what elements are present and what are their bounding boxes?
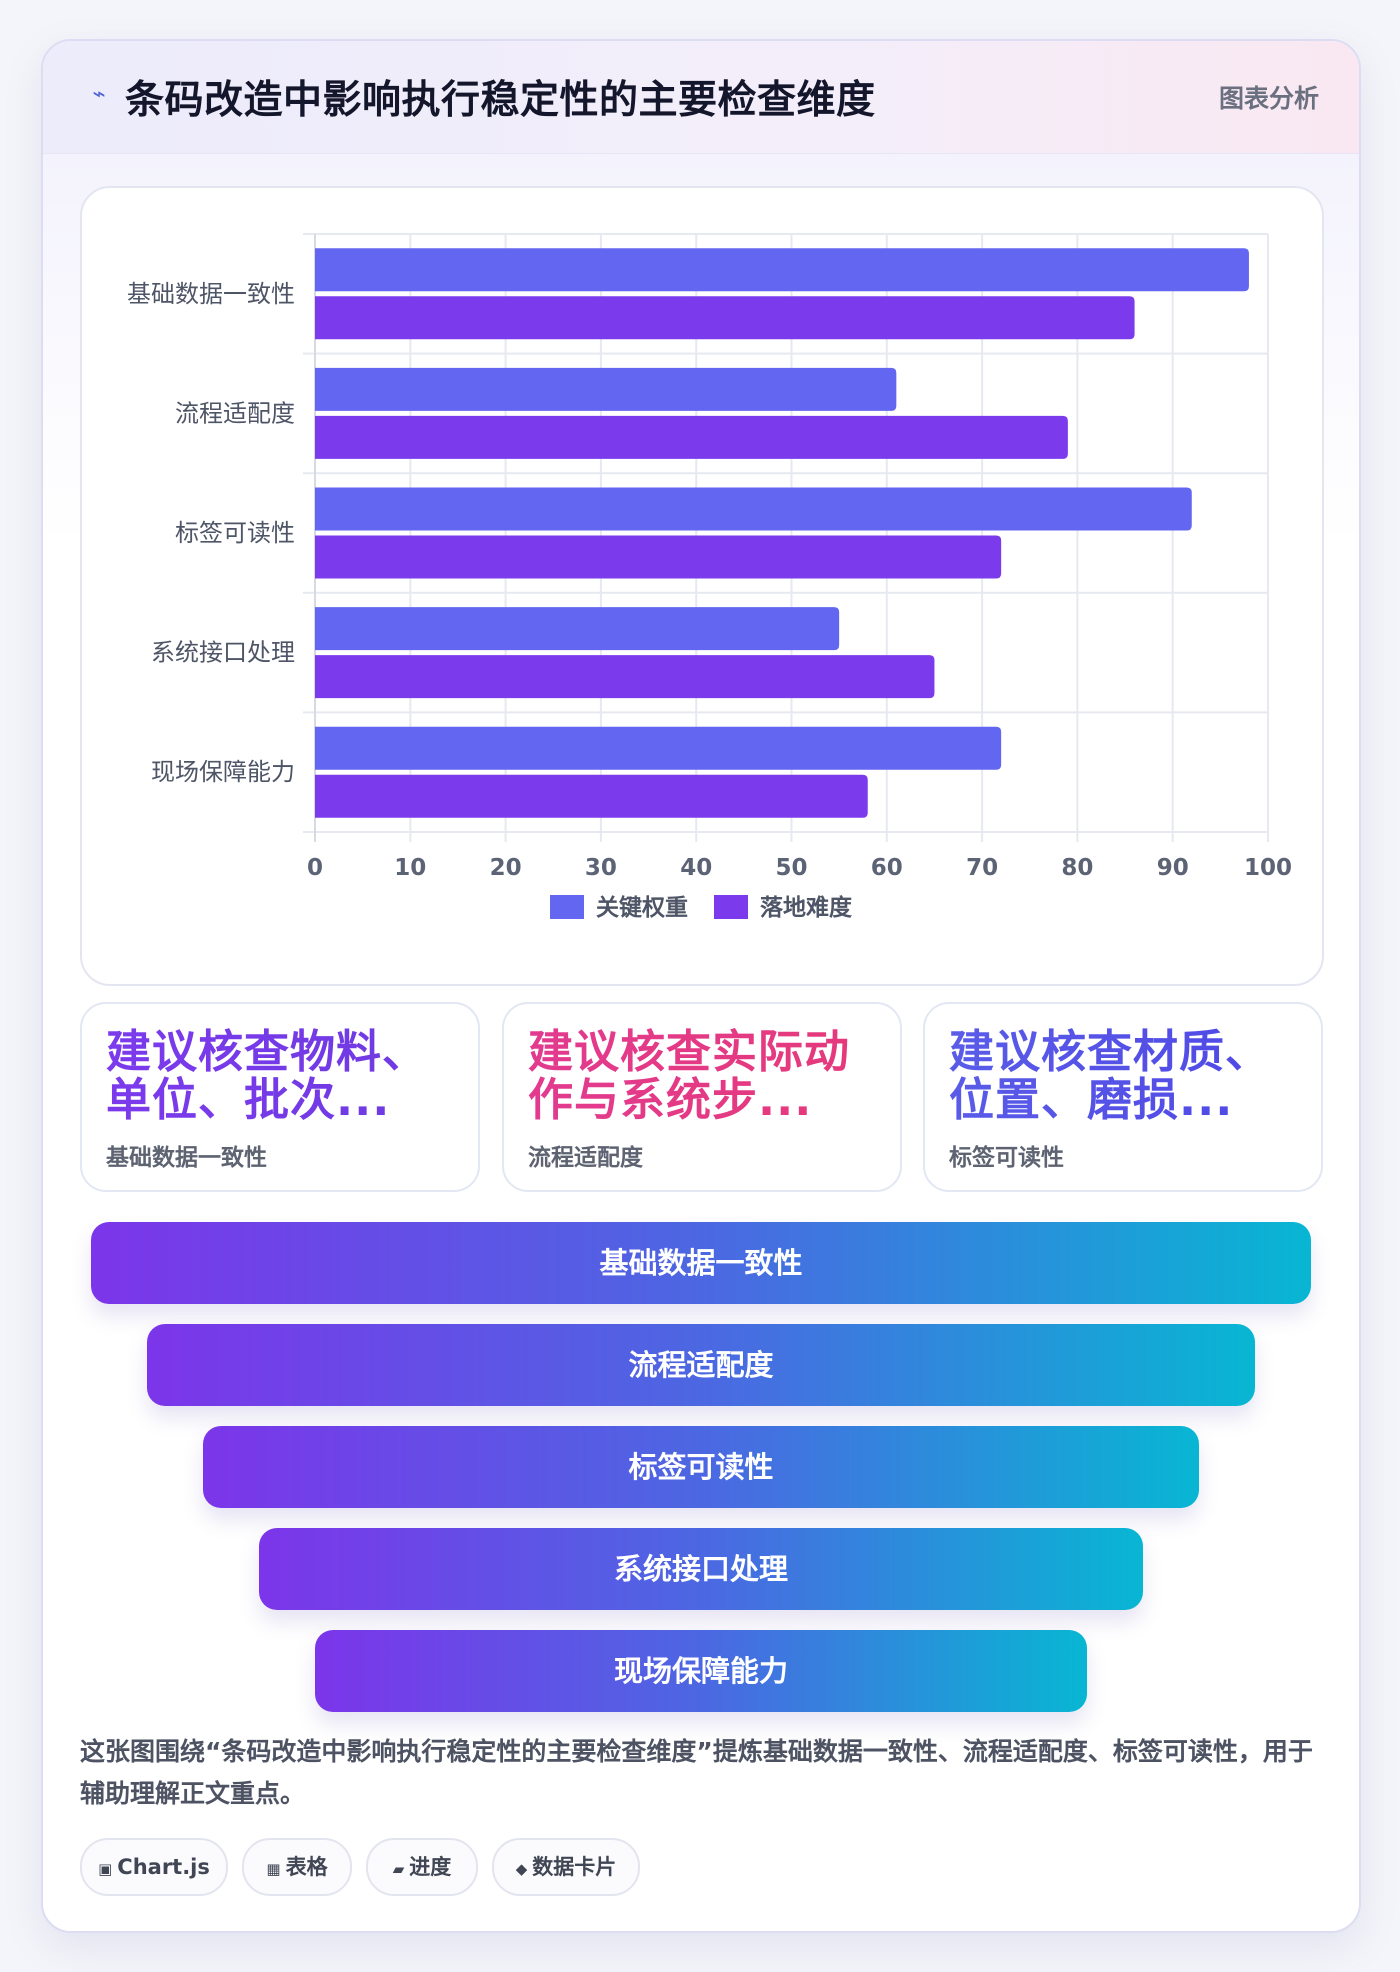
summary-text: 这张图围绕“条码改造中影响执行稳定性的主要检查维度”提炼基础数据一致性、流程适配… bbox=[80, 1737, 1313, 1808]
card-header: ⌁ 条码改造中影响执行稳定性的主要检查维度 图表分析 bbox=[43, 41, 1359, 154]
chip-data-card[interactable]: ◆ 数据卡片 bbox=[492, 1838, 640, 1896]
x-tick-label: 10 bbox=[394, 855, 426, 881]
progress-icon: ▰ bbox=[392, 1860, 405, 1878]
stat-label: 流程适配度 bbox=[528, 1145, 643, 1171]
legend-swatch bbox=[550, 895, 584, 919]
bar-difficulty bbox=[315, 535, 1002, 579]
x-tick-label: 60 bbox=[871, 855, 903, 881]
stat-label: 标签可读性 bbox=[949, 1145, 1064, 1171]
funnel-bar: 流程适配度 bbox=[147, 1324, 1255, 1406]
x-tick-label: 80 bbox=[1061, 855, 1093, 881]
figure-card: ⌁ 条码改造中影响执行稳定性的主要检查维度 图表分析 0 10 20 30 40 50 60… bbox=[41, 39, 1361, 1933]
stat-value: 建议核查物料、单位、批次... bbox=[106, 1028, 466, 1124]
chip-table[interactable]: ▦ 表格 bbox=[242, 1838, 352, 1896]
legend-label: 关键权重 bbox=[596, 894, 688, 921]
chip-label: 表格 bbox=[285, 1855, 328, 1879]
lightning-icon: ⌁ bbox=[92, 82, 106, 107]
bar-difficulty bbox=[315, 655, 935, 699]
chip-label: 数据卡片 bbox=[532, 1855, 617, 1879]
legend-label: 落地难度 bbox=[760, 894, 853, 921]
chart-panel: 0 10 20 30 40 50 60 70 80 90 100 基础数据一致性流程适配度标签可读性系… bbox=[80, 186, 1324, 986]
category-label: 基础数据一致性 bbox=[127, 280, 295, 308]
table-icon: ▦ bbox=[266, 1860, 281, 1878]
chart-analysis-tag: 图表分析 bbox=[1218, 84, 1319, 113]
x-tick-label: 90 bbox=[1157, 855, 1189, 881]
bar-weight bbox=[315, 487, 1192, 531]
chart-icon: ▣ bbox=[98, 1860, 113, 1878]
bar-difficulty bbox=[315, 415, 1068, 459]
bar-weight bbox=[315, 248, 1249, 292]
page-title: 条码改造中影响执行稳定性的主要检查维度 bbox=[125, 78, 876, 123]
stat-value: 建议核查实际动作与系统步... bbox=[528, 1028, 888, 1124]
stat-label: 基础数据一致性 bbox=[106, 1145, 267, 1171]
chip-label: 进度 bbox=[409, 1855, 452, 1879]
x-tick-label: 20 bbox=[490, 855, 522, 881]
bar-chart: 0 10 20 30 40 50 60 70 80 90 100 基础数据一致性流程适配度标签可读性系… bbox=[127, 233, 1292, 921]
funnel-bar: 基础数据一致性 bbox=[91, 1222, 1311, 1304]
bar-difficulty bbox=[315, 296, 1135, 340]
category-label: 现场保障能力 bbox=[151, 758, 295, 786]
category-label: 系统接口处理 bbox=[151, 639, 295, 667]
bar-weight bbox=[315, 607, 840, 651]
stat-card-basic-data: 建议核查物料、单位、批次... 基础数据一致性 bbox=[80, 1002, 480, 1192]
category-label: 流程适配度 bbox=[175, 399, 295, 427]
category-label: 标签可读性 bbox=[175, 519, 295, 547]
funnel-bar: 现场保障能力 bbox=[315, 1630, 1087, 1712]
chip-label: Chart.js bbox=[117, 1855, 210, 1879]
stat-card-process-fit: 建议核查实际动作与系统步... 流程适配度 bbox=[502, 1002, 902, 1192]
funnel-bar: 标签可读性 bbox=[203, 1426, 1199, 1508]
x-tick-label: 40 bbox=[680, 855, 712, 881]
chip-chartjs[interactable]: ▣ Chart.js bbox=[80, 1838, 228, 1896]
bar-weight bbox=[315, 367, 897, 411]
data-card-icon: ◆ bbox=[515, 1860, 528, 1878]
bar-difficulty bbox=[315, 774, 868, 818]
x-tick-label: 0 bbox=[307, 855, 323, 881]
x-tick-label: 50 bbox=[775, 855, 807, 881]
stat-value: 建议核查材质、位置、磨损... bbox=[949, 1028, 1309, 1124]
stat-card-label-readability: 建议核查材质、位置、磨损... 标签可读性 bbox=[923, 1002, 1323, 1192]
funnel-bar: 系统接口处理 bbox=[259, 1528, 1143, 1610]
x-tick-label: 100 bbox=[1244, 855, 1292, 881]
legend-swatch bbox=[714, 895, 748, 919]
bar-weight bbox=[315, 726, 1002, 770]
x-tick-label: 70 bbox=[966, 855, 998, 881]
x-tick-label: 30 bbox=[585, 855, 617, 881]
chip-progress[interactable]: ▰ 进度 bbox=[366, 1838, 478, 1896]
